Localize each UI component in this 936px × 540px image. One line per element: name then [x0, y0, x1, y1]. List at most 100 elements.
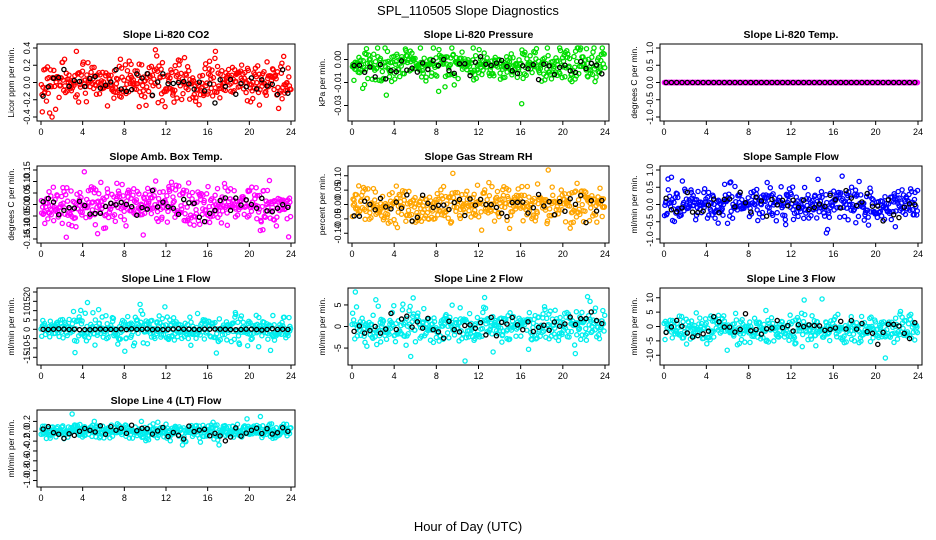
- data-point: [118, 94, 124, 100]
- data-point: [681, 329, 688, 335]
- hourly-point: [742, 310, 749, 317]
- data-point: [848, 184, 855, 190]
- hourly-point: [832, 79, 839, 86]
- data-point: [543, 73, 549, 79]
- data-point: [391, 302, 397, 309]
- hourly-point: [779, 79, 786, 86]
- data-point: [259, 332, 265, 339]
- data-point: [51, 67, 57, 74]
- hourly-point: [206, 81, 213, 87]
- hourly-point: [404, 313, 410, 319]
- data-point: [357, 208, 363, 214]
- x-tick-label: 4: [392, 371, 397, 381]
- data-point: [46, 110, 53, 116]
- points: [38, 47, 294, 120]
- data-point: [421, 55, 427, 61]
- data-point: [405, 207, 412, 214]
- data-point: [139, 202, 145, 209]
- data-point: [285, 332, 291, 339]
- data-point: [728, 179, 734, 185]
- data-point: [533, 45, 540, 52]
- data-point: [705, 189, 712, 196]
- data-point: [377, 55, 384, 62]
- data-point: [354, 333, 361, 339]
- hourly-point: [785, 322, 791, 329]
- data-point: [589, 328, 596, 334]
- hourly-point: [673, 209, 680, 215]
- data-point: [861, 217, 867, 223]
- data-point: [597, 185, 603, 191]
- data-point: [701, 325, 708, 331]
- data-point: [831, 316, 838, 323]
- data-point: [541, 303, 548, 310]
- x-tick-label: 16: [203, 127, 213, 137]
- hourly-point: [55, 431, 62, 438]
- hourly-point: [896, 79, 902, 86]
- hourly-point: [227, 76, 234, 83]
- data-point: [364, 343, 370, 349]
- data-point: [231, 187, 237, 194]
- hourly-point: [180, 326, 187, 332]
- data-point: [241, 211, 247, 218]
- hourly-point: [377, 330, 384, 336]
- hourly-point: [393, 68, 400, 75]
- data-point: [683, 196, 690, 202]
- hourly-point: [800, 197, 807, 203]
- data-point: [850, 331, 857, 337]
- data-point: [729, 215, 736, 221]
- hourly-point: [377, 195, 384, 202]
- hourly-point: [222, 326, 229, 333]
- hourly-point: [498, 319, 505, 326]
- x-tick-label: 24: [600, 371, 610, 381]
- data-point: [77, 307, 84, 314]
- data-point: [733, 317, 740, 323]
- hourly-point: [716, 319, 722, 325]
- hourly-point: [848, 195, 855, 201]
- hourly-point: [901, 330, 907, 337]
- hourly-point: [520, 63, 526, 69]
- data-point: [264, 187, 271, 194]
- data-point: [199, 72, 206, 79]
- data-point: [830, 188, 837, 194]
- data-point: [170, 315, 177, 321]
- data-point: [724, 347, 730, 353]
- data-point: [580, 218, 587, 225]
- x-tick-label: 12: [161, 371, 171, 381]
- data-point: [166, 78, 172, 84]
- y-tick-label: -0.6: [22, 453, 32, 469]
- x-tick-label: 4: [80, 127, 85, 137]
- hourly-point: [816, 323, 823, 329]
- data-point: [574, 332, 580, 338]
- data-point: [878, 213, 885, 219]
- data-point: [52, 106, 59, 113]
- hourly-point: [361, 198, 368, 204]
- hourly-point: [498, 57, 505, 64]
- y-tick-label: 0.05: [22, 184, 32, 202]
- data-point: [525, 346, 532, 353]
- data-point: [914, 329, 921, 336]
- hourly-point: [372, 74, 378, 80]
- y-tick-label: -0.4: [22, 443, 32, 459]
- data-point: [814, 319, 821, 325]
- data-point: [251, 85, 257, 91]
- data-point: [144, 340, 151, 347]
- data-point: [707, 336, 713, 343]
- hourly-point: [87, 326, 93, 333]
- data-point: [896, 195, 902, 201]
- hourly-point: [599, 71, 605, 77]
- hourly-point: [567, 68, 573, 74]
- data-point: [51, 83, 58, 90]
- data-point: [287, 325, 294, 332]
- data-point: [248, 336, 254, 343]
- data-point: [144, 185, 151, 192]
- data-point: [596, 335, 603, 342]
- hourly-point: [425, 315, 431, 322]
- data-point: [82, 77, 88, 83]
- y-tick-label: 0.4: [22, 42, 32, 55]
- hourly-point: [128, 326, 135, 332]
- hourly-point: [827, 192, 833, 199]
- data-point: [880, 319, 887, 325]
- data-point: [277, 88, 283, 94]
- hourly-point: [55, 326, 62, 332]
- hourly-point: [186, 200, 192, 206]
